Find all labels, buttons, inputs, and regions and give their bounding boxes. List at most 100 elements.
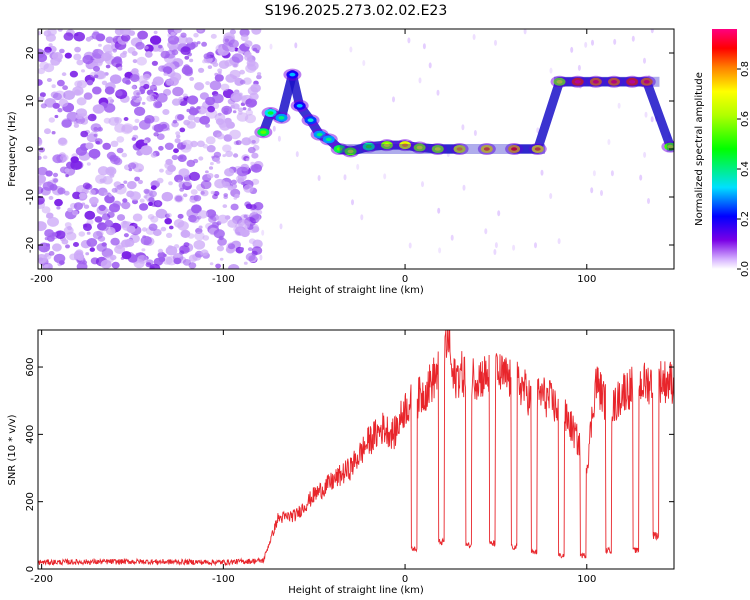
snr-xlabel: Height of straight line (km)	[288, 585, 424, 596]
noise-blob	[584, 41, 588, 48]
noise-blob	[200, 191, 205, 195]
noise-blob	[162, 253, 167, 257]
noise-blob	[607, 139, 611, 145]
noise-blob	[62, 85, 68, 91]
noise-blob	[48, 195, 54, 200]
trace-core	[511, 147, 518, 151]
noise-blob	[461, 124, 465, 131]
noise-blob	[216, 160, 221, 164]
noise-blob	[277, 135, 281, 142]
noise-blob	[251, 178, 260, 185]
noise-blob	[140, 235, 152, 246]
noise-blob	[224, 59, 233, 67]
noise-blob	[214, 178, 226, 189]
noise-blob	[83, 204, 90, 209]
noise-blob	[182, 259, 191, 266]
noise-blob	[523, 29, 527, 35]
noise-blob	[141, 227, 148, 232]
noise-blob	[72, 210, 79, 216]
noise-blob	[167, 35, 180, 45]
noise-blob	[64, 222, 72, 228]
noise-blob	[130, 74, 140, 83]
noise-blob	[105, 64, 111, 69]
noise-blob	[294, 42, 298, 49]
noise-blob	[247, 247, 253, 252]
noise-blob	[230, 104, 235, 109]
noise-blob	[187, 114, 196, 121]
noise-blob	[233, 196, 238, 200]
noise-blob	[159, 168, 164, 173]
noise-blob	[73, 31, 86, 42]
noise-blob	[51, 52, 63, 61]
noise-blob	[251, 29, 262, 35]
noise-blob	[150, 152, 157, 158]
noise-blob	[81, 69, 85, 73]
noise-blob	[123, 233, 129, 238]
noise-blob	[229, 69, 241, 79]
noise-blob	[96, 243, 107, 252]
noise-blob	[58, 260, 65, 265]
noise-blob	[144, 51, 153, 58]
noise-blob	[639, 174, 643, 181]
noise-blob	[194, 231, 205, 241]
noise-blob	[78, 192, 87, 200]
noise-blob	[155, 152, 160, 156]
noise-blob	[494, 242, 498, 249]
noise-blob	[126, 181, 137, 190]
noise-blob	[408, 242, 412, 249]
noise-blob	[154, 201, 161, 206]
noise-blob	[38, 31, 42, 36]
noise-blob	[74, 89, 81, 96]
noise-blob	[177, 114, 185, 121]
noise-blob	[557, 238, 561, 245]
noise-blob	[121, 251, 132, 260]
noise-blob	[216, 245, 224, 252]
noise-blob	[250, 161, 255, 166]
noise-blob	[78, 231, 86, 237]
noise-blob	[42, 155, 48, 160]
noise-blob	[66, 111, 79, 122]
noise-blob	[93, 65, 100, 72]
noise-blob	[161, 191, 173, 202]
noise-blob	[143, 73, 151, 80]
noise-blob	[610, 170, 614, 177]
noise-blob	[644, 111, 648, 118]
noise-blob	[38, 195, 45, 205]
noise-blob	[135, 252, 140, 256]
noise-blob	[63, 90, 75, 100]
noise-blob	[208, 166, 214, 170]
trace-segment	[642, 77, 674, 152]
noise-blob	[73, 250, 84, 259]
noise-blob	[245, 63, 257, 73]
noise-blob	[183, 119, 191, 126]
noise-blob	[38, 174, 47, 184]
noise-blob	[95, 33, 106, 42]
noise-blob	[228, 46, 236, 53]
noise-blob	[92, 48, 104, 59]
noise-blob	[132, 59, 138, 64]
noise-blob	[421, 181, 424, 188]
noise-blob	[179, 245, 190, 254]
noise-blob	[89, 247, 96, 252]
noise-blob	[180, 46, 191, 55]
noise-blob	[44, 229, 54, 238]
noise-blob	[156, 133, 165, 140]
noise-blob	[117, 66, 123, 71]
noise-blob	[233, 47, 239, 52]
noise-blob	[186, 159, 196, 167]
noise-blob	[137, 30, 149, 40]
y-tick-label: 600	[25, 357, 36, 376]
noise-blob	[59, 48, 65, 54]
noise-blob	[647, 198, 650, 204]
noise-blob	[108, 117, 119, 126]
noise-blob	[155, 93, 168, 103]
noise-blob	[151, 60, 158, 66]
noise-blob	[63, 190, 70, 196]
noise-blob	[570, 46, 574, 53]
noise-blob	[153, 30, 158, 35]
x-tick-label: 0	[402, 574, 408, 585]
noise-blob	[132, 143, 142, 151]
y-tick-label: 0	[25, 566, 36, 572]
noise-blob	[57, 108, 63, 113]
noise-blob	[209, 80, 222, 91]
